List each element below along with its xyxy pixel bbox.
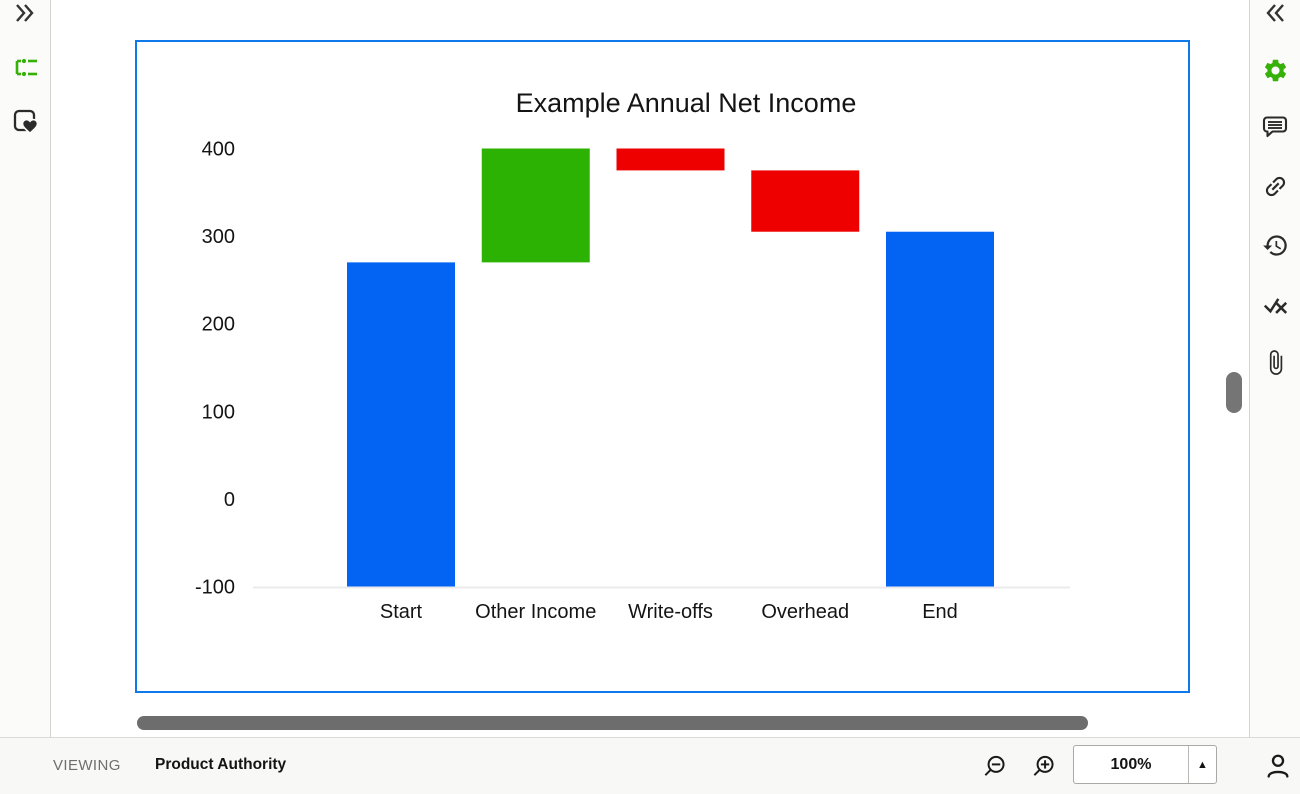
favorite-frame-button[interactable] (6, 104, 44, 138)
comment-icon (1262, 116, 1288, 138)
canvas-page: Example Annual Net Income 400 300 200 100 0 -1… (135, 40, 1190, 693)
favorite-frame-icon (13, 109, 39, 135)
attachment-icon (1269, 349, 1282, 375)
y-tick-label: 300 (202, 226, 235, 248)
zoombox-divider (1188, 746, 1189, 783)
attachment-button[interactable] (1256, 345, 1294, 379)
history-icon (1262, 234, 1287, 256)
outline-tree-icon (15, 58, 37, 77)
y-tick-label: 100 (202, 401, 235, 423)
waterfall-bar-other-income (481, 148, 590, 263)
check-x-button[interactable] (1256, 287, 1294, 321)
link-button[interactable] (1256, 169, 1294, 203)
comments-button[interactable] (1256, 110, 1294, 144)
x-category-label: Other Income (475, 601, 596, 623)
chart-title: Example Annual Net Income (516, 88, 857, 118)
x-category-label: Start (380, 601, 423, 623)
viewing-mode-label: VIEWING (53, 757, 121, 774)
waterfall-bar-start (347, 262, 455, 587)
waterfall-bar-overhead (751, 170, 860, 232)
settings-button[interactable] (1256, 53, 1294, 87)
zoom-level-box[interactable]: 100% ▲ (1073, 745, 1217, 784)
left-sidebar (0, 0, 51, 737)
person-icon (1267, 754, 1289, 778)
y-tick-label: 0 (224, 489, 235, 511)
zoom-spinner-up-icon[interactable]: ▲ (1189, 746, 1216, 783)
zoom-in-button[interactable] (1029, 752, 1057, 780)
waterfall-bar-write-offs (616, 148, 725, 171)
zoom-level-value[interactable]: 100% (1110, 755, 1152, 773)
magnifier-plus-icon (1033, 755, 1054, 776)
collapse-panel-button[interactable] (1256, 0, 1294, 30)
magnifier-minus-icon (984, 755, 1005, 776)
horizontal-scrollbar-thumb[interactable] (137, 716, 1088, 730)
waterfall-chart: Example Annual Net Income 400 300 200 100 0 -1… (195, 88, 1070, 623)
x-category-label: Overhead (761, 601, 849, 623)
check-x-icon (1263, 297, 1287, 314)
chevrons-right-icon (16, 4, 34, 22)
status-bar: VIEWING Product Authority 100% ▲ (0, 737, 1300, 794)
zoom-out-button[interactable] (980, 752, 1008, 780)
outline-tree-button[interactable] (6, 51, 44, 85)
settings-gear-icon (1264, 59, 1286, 81)
y-tick-label: -100 (195, 577, 235, 599)
user-account-button[interactable] (1262, 750, 1294, 782)
expand-panel-button[interactable] (6, 0, 44, 30)
document-title: Product Authority (155, 756, 287, 773)
right-sidebar (1249, 0, 1300, 737)
y-tick-label: 200 (202, 314, 235, 336)
link-icon (1265, 176, 1285, 196)
x-category-label: Write-offs (628, 601, 713, 623)
waterfall-bar-end (886, 231, 994, 587)
chevrons-left-icon (1266, 4, 1284, 22)
vertical-scrollbar-thumb[interactable] (1226, 372, 1242, 413)
x-category-label: End (922, 601, 958, 623)
history-button[interactable] (1256, 228, 1294, 262)
y-tick-label: 400 (202, 139, 235, 161)
